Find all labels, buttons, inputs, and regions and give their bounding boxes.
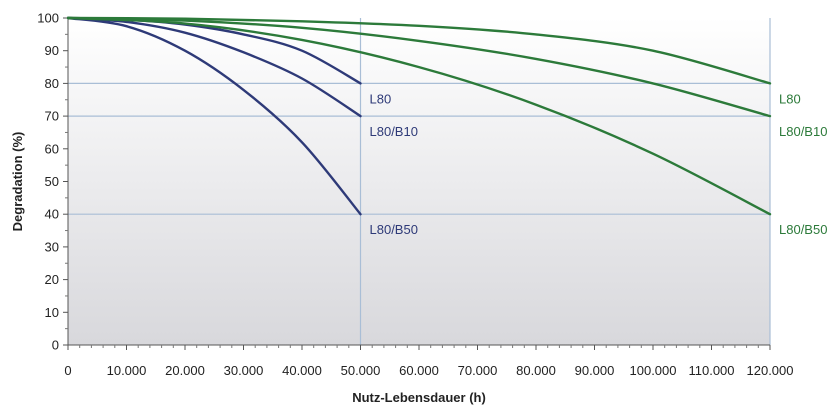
y-tick-label: 60 bbox=[45, 141, 59, 156]
y-tick-label: 80 bbox=[45, 76, 59, 91]
series-label-1: L80/B10 bbox=[370, 124, 418, 139]
y-tick-label: 0 bbox=[52, 338, 59, 353]
x-tick-label: 20.000 bbox=[165, 363, 205, 378]
series-label-0: L80 bbox=[370, 91, 392, 106]
x-tick-label: 80.000 bbox=[516, 363, 556, 378]
x-tick-label: 30.000 bbox=[224, 363, 264, 378]
y-tick-label: 10 bbox=[45, 305, 59, 320]
y-tick-label: 100 bbox=[37, 11, 59, 26]
x-tick-label: 110.000 bbox=[688, 363, 734, 378]
y-tick-label: 40 bbox=[45, 207, 59, 222]
x-tick-label: 90.000 bbox=[575, 363, 615, 378]
y-tick-label: 90 bbox=[45, 43, 59, 58]
series-label-2: L80/B50 bbox=[370, 222, 418, 237]
x-tick-label: 10.000 bbox=[107, 363, 147, 378]
series-line-1 bbox=[66, 16, 362, 118]
series-label-5: L80/B50 bbox=[779, 222, 827, 237]
series-label-3: L80 bbox=[779, 91, 801, 106]
series-line-3 bbox=[66, 16, 772, 85]
y-tick-label: 30 bbox=[45, 239, 59, 254]
x-tick-label: 60.000 bbox=[399, 363, 439, 378]
plot-background bbox=[68, 18, 770, 345]
x-tick-label: 70.000 bbox=[458, 363, 498, 378]
series-label-4: L80/B10 bbox=[779, 124, 827, 139]
y-tick-label: 70 bbox=[45, 109, 59, 124]
x-tick-label: 100.000 bbox=[630, 363, 677, 378]
x-axis-title: Nutz-Lebensdauer (h) bbox=[352, 390, 486, 405]
x-tick-label: 40.000 bbox=[282, 363, 322, 378]
y-tick-label: 50 bbox=[45, 174, 59, 189]
x-tick-label: 120.000 bbox=[747, 363, 794, 378]
series-line-5 bbox=[66, 16, 772, 216]
x-tick-label: 0 bbox=[64, 363, 71, 378]
y-axis-title: Degradation (%) bbox=[10, 132, 25, 232]
series-line-2 bbox=[66, 16, 362, 216]
series-line-4 bbox=[66, 16, 772, 118]
x-tick-label: 50.000 bbox=[341, 363, 381, 378]
y-tick-label: 20 bbox=[45, 272, 59, 287]
